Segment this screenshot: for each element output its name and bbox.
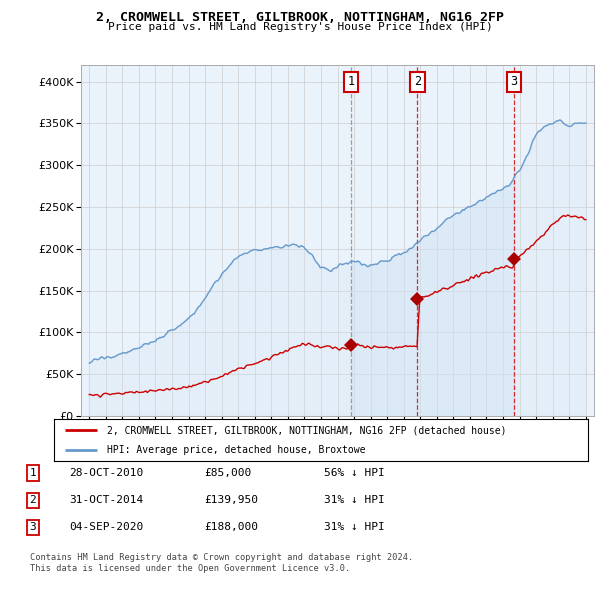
Text: 28-OCT-2010: 28-OCT-2010	[69, 468, 143, 478]
Text: Price paid vs. HM Land Registry's House Price Index (HPI): Price paid vs. HM Land Registry's House …	[107, 22, 493, 32]
Text: £139,950: £139,950	[204, 496, 258, 505]
Text: 31-OCT-2014: 31-OCT-2014	[69, 496, 143, 505]
Text: 2: 2	[414, 75, 421, 88]
Text: 2: 2	[29, 496, 37, 505]
Text: 3: 3	[29, 523, 37, 532]
Text: 2, CROMWELL STREET, GILTBROOK, NOTTINGHAM, NG16 2FP (detached house): 2, CROMWELL STREET, GILTBROOK, NOTTINGHA…	[107, 425, 507, 435]
Text: 04-SEP-2020: 04-SEP-2020	[69, 523, 143, 532]
Text: HPI: Average price, detached house, Broxtowe: HPI: Average price, detached house, Brox…	[107, 445, 366, 455]
Text: 1: 1	[347, 75, 355, 88]
Text: Contains HM Land Registry data © Crown copyright and database right 2024.: Contains HM Land Registry data © Crown c…	[30, 553, 413, 562]
Text: 31% ↓ HPI: 31% ↓ HPI	[324, 523, 385, 532]
Text: This data is licensed under the Open Government Licence v3.0.: This data is licensed under the Open Gov…	[30, 565, 350, 573]
Text: 1: 1	[29, 468, 37, 478]
Text: 3: 3	[511, 75, 518, 88]
Text: 2, CROMWELL STREET, GILTBROOK, NOTTINGHAM, NG16 2FP: 2, CROMWELL STREET, GILTBROOK, NOTTINGHA…	[96, 11, 504, 24]
Text: 56% ↓ HPI: 56% ↓ HPI	[324, 468, 385, 478]
Text: £188,000: £188,000	[204, 523, 258, 532]
Text: £85,000: £85,000	[204, 468, 251, 478]
Text: 31% ↓ HPI: 31% ↓ HPI	[324, 496, 385, 505]
